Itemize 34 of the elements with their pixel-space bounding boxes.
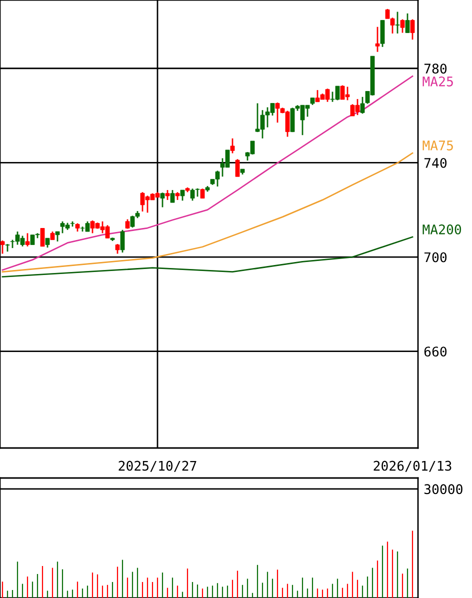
y-tick-label: 660 [424, 346, 447, 357]
x-tick-label: 2026/01/13 [374, 460, 452, 472]
line-series [2, 152, 414, 273]
series-label: MA200 [422, 224, 462, 234]
series-label: MA25 [422, 76, 453, 86]
candlestick [400, 18, 405, 34]
x-tick-label: 2025/10/27 [118, 460, 196, 472]
y-tick-label: 30000 [424, 484, 462, 494]
candlestick [165, 189, 170, 201]
y-tick-label: 740 [424, 158, 447, 168]
candlestick [45, 237, 50, 248]
candlestick [230, 138, 235, 154]
candlestick [410, 18, 415, 40]
series-label: MA75 [422, 140, 453, 150]
candlestick [115, 243, 120, 254]
candlestick [375, 26, 380, 53]
candlestick [405, 12, 410, 34]
candlestick [200, 188, 205, 199]
line-series [2, 75, 414, 271]
y-tick-label: 780 [424, 64, 447, 74]
candlestick [235, 158, 240, 178]
line-series [2, 236, 414, 278]
candlestick [180, 189, 185, 202]
candlestick [40, 228, 45, 248]
candlestick [55, 230, 60, 242]
candlestick [170, 189, 175, 204]
y-tick-label: 700 [424, 252, 447, 262]
candlestick [360, 96, 365, 114]
candlestick [25, 232, 30, 248]
candlestick [380, 20, 385, 48]
candlestick [0, 240, 5, 254]
candlestick [160, 192, 165, 208]
candlestick [395, 11, 400, 34]
candlestick [120, 229, 125, 254]
